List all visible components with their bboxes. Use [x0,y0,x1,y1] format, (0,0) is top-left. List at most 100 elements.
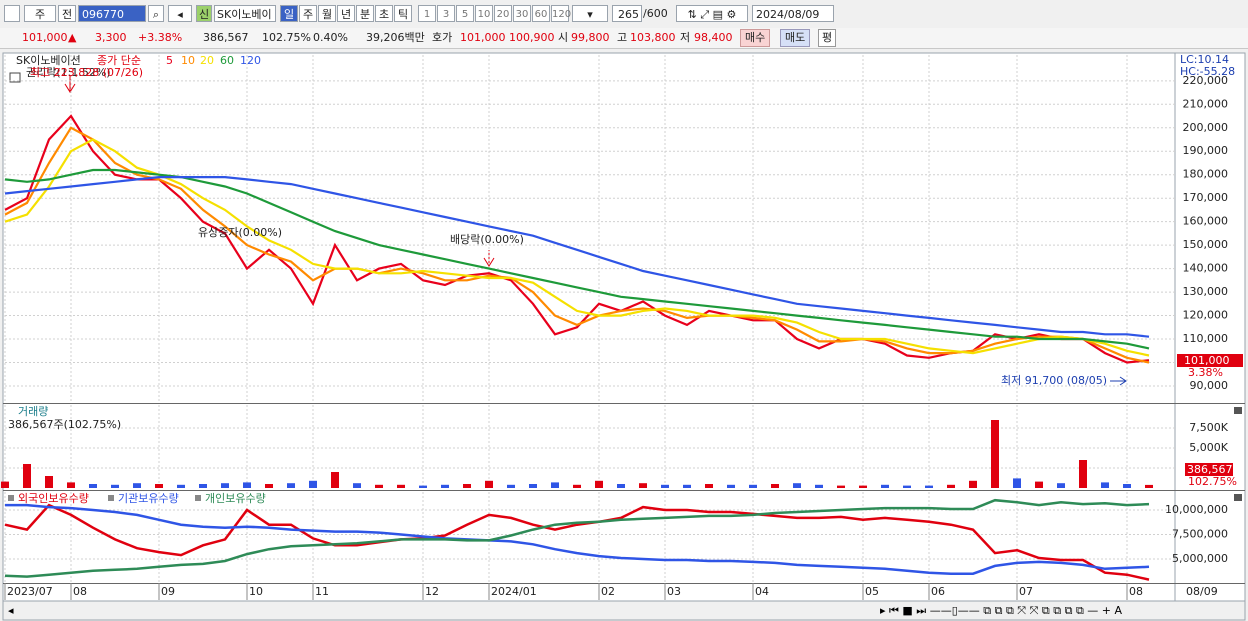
y-tick-label: 130,000 [1183,285,1229,298]
range-button[interactable]: 전 [58,5,76,22]
volume-bar [1057,483,1065,488]
market-select[interactable]: 주 [24,5,56,22]
quote-bar: 101,000 ▲ 3,300 +3.38% 386,567 102.75% 0… [0,28,1248,49]
x-tick-label: 12 [425,585,439,598]
panel-title: 거래량 [18,405,48,418]
interval-button[interactable]: 월 [318,5,336,22]
new-tag[interactable]: 신 [196,5,212,22]
volume-bar [375,484,383,488]
buy-button[interactable]: 매수 [740,29,771,47]
interval-button[interactable]: 주 [299,5,317,22]
date-input[interactable]: 2024/08/09 [752,5,834,22]
x-tick-label: 2023/07 [7,585,53,598]
volume-bar [23,464,31,488]
interval-button[interactable]: 틱 [394,5,412,22]
interval-button[interactable]: 초 [375,5,393,22]
legend-entry: 5 [166,54,173,67]
volume-bar [749,484,757,488]
volume-bar [551,482,559,488]
volume-bar [265,484,273,488]
y-tick-label: 7,500K [1189,421,1228,434]
last-price-label: 101,000 [1184,354,1230,367]
bid: 100,900 [509,31,555,44]
volume-bar [331,472,339,488]
y-tick-label: 190,000 [1183,144,1229,157]
code-input[interactable]: 096770 [78,5,146,22]
volume-bar [859,485,867,488]
legend-swatch [195,495,201,501]
legend-entry: 60 [220,54,234,67]
volume-bar [353,483,361,488]
legend-entry: 10 [181,54,195,67]
count-input[interactable]: 265 [612,5,642,22]
series-line [4,498,1150,578]
annotation: 최고 223,828 (07/26) [30,66,143,79]
tool-icons[interactable]: ⇅ ⤢ ▤ ⚙ [676,5,748,22]
panel-subtitle: 386,567주(102.75%) [8,418,121,431]
scroll-controls[interactable]: ▸ ⏮ ■ ⏭ ——▯—— ⧉ ⧉ ⧉ ⤧ ⤧ ⧉ ⧉ ⧉ ⧉ — + A [880,604,1123,617]
legend-swatch [108,495,114,501]
series-line [4,138,1150,357]
volume-bar [155,484,163,488]
annotation: 유상증자(0.00%) [198,226,282,239]
y-tick-label: 170,000 [1183,191,1229,204]
y-tick-label: 7,500,000 [1172,528,1228,541]
volume-bar [441,484,449,488]
volume-bar [45,476,53,488]
legend-entry: 20 [200,54,214,67]
interval-button[interactable]: 분 [356,5,374,22]
search-button[interactable]: ⌕ [148,5,164,22]
minute-button[interactable]: 10 [475,5,493,22]
sell-button[interactable]: 매도 [780,29,811,47]
low: 98,400 [694,31,733,44]
open: 99,800 [571,31,610,44]
minute-button[interactable]: 3 [437,5,455,22]
interval-button[interactable]: 일 [280,5,298,22]
sound-button[interactable]: ◂ [168,5,192,22]
minute-button[interactable]: 30 [513,5,531,22]
volume-bar [727,484,735,488]
volume-bar [67,482,75,488]
panel-close[interactable] [1234,407,1242,414]
volume-bar [639,483,647,488]
minute-button[interactable]: 60 [532,5,550,22]
annotation: 권리락(1:1.52%) [26,66,111,79]
price-box [1177,354,1243,367]
x-tick-label: 09 [161,585,175,598]
minute-select[interactable]: ▾ [572,5,608,22]
avg-button[interactable]: 평 [818,29,837,47]
volume-bar [617,484,625,488]
legend-entry: 기관보유수량 [118,492,179,505]
volume-bar [991,420,999,488]
volume-bar [1079,460,1087,488]
interval-button[interactable]: 년 [337,5,355,22]
minute-button[interactable]: 1 [418,5,436,22]
minute-button[interactable]: 5 [456,5,474,22]
minute-button[interactable]: 20 [494,5,512,22]
volume-bar [529,484,537,488]
volume-bar [287,483,295,488]
table-icon[interactable] [9,72,21,83]
volume-bar [111,484,119,488]
scroll-left[interactable]: ◂ [8,604,14,617]
last-volume-ratio: 102.75% [1188,475,1237,488]
y-tick-label: 110,000 [1183,332,1229,345]
volume-bar [573,484,581,488]
x-tick-label: 05 [865,585,879,598]
y-tick-label: 10,000,000 [1165,503,1228,516]
x-tick-label: 06 [931,585,945,598]
minute-button[interactable]: 120 [551,5,571,22]
y-tick-label: 5,000,000 [1172,552,1228,565]
arrow: ▲ [68,31,77,44]
x-tick-label: 08 [1129,585,1143,598]
y-tick-label: 210,000 [1183,97,1229,110]
panel-close[interactable] [1234,494,1242,501]
x-tick-label: 2024/01 [491,585,537,598]
series-line [5,503,1150,575]
volume-bar [89,484,97,488]
legend-entry: 외국인보유수량 [18,492,89,505]
volume-bar [793,483,801,488]
volume-bar [771,484,779,488]
chart-icon[interactable] [4,5,20,22]
